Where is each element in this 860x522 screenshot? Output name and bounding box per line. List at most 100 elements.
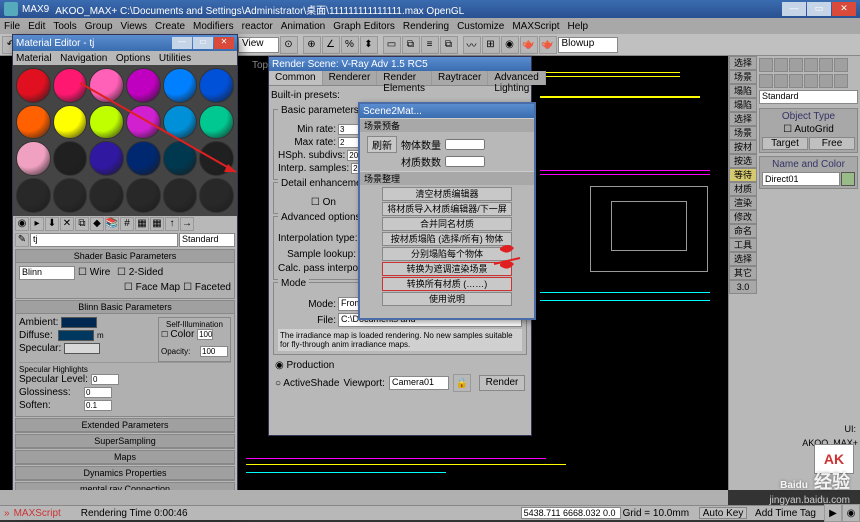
plugin-btn-0[interactable]: 清空材质编辑器 — [382, 187, 512, 201]
soften-val[interactable]: 0.1 — [84, 400, 112, 411]
production-radio[interactable]: ◉ Production — [275, 360, 334, 371]
material-swatch-13[interactable] — [53, 141, 88, 176]
material-swatch-4[interactable] — [163, 68, 198, 103]
refresh-button[interactable]: 刷新 — [367, 136, 397, 153]
object-name-input[interactable] — [762, 172, 840, 186]
menu-create[interactable]: Create — [155, 21, 185, 32]
side-btn-5[interactable]: 场景置换 — [729, 126, 757, 140]
render-type-drop[interactable]: Blowup — [558, 37, 618, 53]
geom-cat-icon[interactable] — [759, 74, 773, 88]
mirror-icon[interactable]: ⧉ — [402, 36, 420, 54]
mat-menu-utilities[interactable]: Utilities — [159, 53, 191, 64]
material-swatch-12[interactable] — [16, 141, 51, 176]
shape-cat-icon[interactable] — [774, 74, 788, 88]
plugin-btn-1[interactable]: 将材质导入材质编辑器/下一屏 — [382, 202, 512, 216]
motion-tab-icon[interactable] — [804, 58, 818, 72]
get-material-icon[interactable]: ◉ — [15, 217, 29, 231]
quick-render-icon[interactable]: 🫖 — [539, 36, 557, 54]
shader-type-drop[interactable]: Blinn — [19, 266, 75, 280]
material-swatch-11[interactable] — [199, 105, 234, 140]
schematic-icon[interactable]: ⊞ — [482, 36, 500, 54]
utilities-tab-icon[interactable] — [834, 58, 848, 72]
menu-tools[interactable]: Tools — [53, 21, 76, 32]
mat-menu-nav[interactable]: Navigation — [60, 53, 107, 64]
plugin-dialog[interactable]: Scene2Mat... 场景预备 刷新 物体数量 材质数数 场景整理 清空材质… — [358, 102, 536, 320]
play-icon[interactable]: ▶ — [824, 504, 842, 522]
material-swatch-20[interactable] — [89, 178, 124, 213]
side-btn-0[interactable]: 选择钢筋 — [729, 56, 757, 70]
menu-modifiers[interactable]: Modifiers — [193, 21, 234, 32]
autogrid-checkbox[interactable]: ☐ AutoGrid — [783, 124, 834, 135]
mat-min-button[interactable]: — — [172, 37, 192, 49]
light-cat-icon[interactable] — [789, 74, 803, 88]
render-button[interactable]: Render — [479, 375, 525, 391]
render-tab-elements[interactable]: Render Elements — [377, 71, 432, 85]
menu-reactor[interactable]: reactor — [242, 21, 273, 32]
ambient-swatch[interactable] — [61, 317, 97, 328]
menu-views[interactable]: Views — [121, 21, 148, 32]
self-illum-color-cb[interactable]: ☐ Color — [161, 330, 194, 339]
material-swatch-15[interactable] — [126, 141, 161, 176]
side-btn-4[interactable]: 选择按材 — [729, 112, 757, 126]
reset-icon[interactable]: ✕ — [60, 217, 74, 231]
material-swatch-6[interactable] — [16, 105, 51, 140]
spinner-snap-icon[interactable]: ⬍ — [360, 36, 378, 54]
mat-id-icon[interactable]: # — [120, 217, 134, 231]
side-btn-3[interactable]: 塌陷复杂 — [729, 98, 757, 112]
facemap-cb[interactable]: ☐ Face Map — [124, 282, 180, 293]
angle-snap-icon[interactable]: ∠ — [322, 36, 340, 54]
material-swatch-21[interactable] — [126, 178, 161, 213]
key-mode-icon[interactable]: ◉ — [842, 504, 860, 522]
material-swatch-10[interactable] — [163, 105, 198, 140]
mat-max-button[interactable]: ▭ — [193, 37, 213, 49]
plugin-btn-7[interactable]: 使用说明 — [382, 292, 512, 306]
plugin-btn-4[interactable]: 分别塌陷每个物体 — [382, 247, 512, 261]
menu-customize[interactable]: Customize — [457, 21, 504, 32]
render-tab-renderer[interactable]: Renderer — [323, 71, 378, 85]
show-map-icon[interactable]: ▦ — [135, 217, 149, 231]
maximize-button[interactable]: ▭ — [807, 2, 831, 16]
side-ext-5[interactable]: 选择 — [729, 252, 757, 266]
menu-rendering[interactable]: Rendering — [403, 21, 449, 32]
hierarchy-tab-icon[interactable] — [789, 58, 803, 72]
side-ext-0[interactable]: 材质 — [729, 182, 757, 196]
curve-editor-icon[interactable]: 〰 — [463, 36, 481, 54]
supersampling-rollup[interactable]: SuperSampling — [16, 435, 234, 448]
mat-type-button[interactable]: Standard — [179, 233, 235, 247]
layers-icon[interactable]: ⧉ — [440, 36, 458, 54]
side-ext-2[interactable]: 修改 — [729, 210, 757, 224]
add-time-tag[interactable]: Add Time Tag — [755, 508, 816, 519]
maps-rollup[interactable]: Maps — [16, 451, 234, 464]
render-scene-icon[interactable]: 🫖 — [520, 36, 538, 54]
material-swatch-23[interactable] — [199, 178, 234, 213]
snap-icon[interactable]: ⊕ — [303, 36, 321, 54]
render-tab-raytracer[interactable]: Raytracer — [432, 71, 488, 85]
put-scene-icon[interactable]: ▸ — [30, 217, 44, 231]
minimize-button[interactable]: — — [782, 2, 806, 16]
shader-basic-title[interactable]: Shader Basic Parameters — [16, 250, 234, 263]
time-slider[interactable] — [0, 490, 728, 505]
material-swatch-16[interactable] — [163, 141, 198, 176]
side-btn-1[interactable]: 场景合并 — [729, 70, 757, 84]
named-sel-icon[interactable]: ▭ — [383, 36, 401, 54]
side-ext-1[interactable]: 渲染 — [729, 196, 757, 210]
self-illum-val[interactable]: 100 — [197, 329, 213, 340]
display-tab-icon[interactable] — [819, 58, 833, 72]
wire-cb[interactable]: ☐ Wire — [78, 267, 114, 278]
create-tab-icon[interactable] — [759, 58, 773, 72]
side-ext-3[interactable]: 命名 — [729, 224, 757, 238]
menu-edit[interactable]: Edit — [28, 21, 45, 32]
faceted-cb[interactable]: ☐ Faceted — [183, 282, 231, 293]
space-cat-icon[interactable] — [834, 74, 848, 88]
assign-icon[interactable]: ⬇ — [45, 217, 59, 231]
plugin-btn-6[interactable]: 转换所有材质 (……) — [382, 277, 512, 291]
go-parent-icon[interactable]: ↑ — [165, 217, 179, 231]
render-tab-common[interactable]: Common — [269, 71, 323, 85]
material-swatch-0[interactable] — [16, 68, 51, 103]
material-swatch-2[interactable] — [89, 68, 124, 103]
lock-viewport-icon[interactable]: 🔒 — [453, 374, 471, 392]
material-swatch-14[interactable] — [89, 141, 124, 176]
autokey-button[interactable]: Auto Key — [699, 507, 747, 519]
specular-swatch[interactable] — [64, 343, 100, 354]
menu-maxscript[interactable]: MAXScript — [512, 21, 559, 32]
